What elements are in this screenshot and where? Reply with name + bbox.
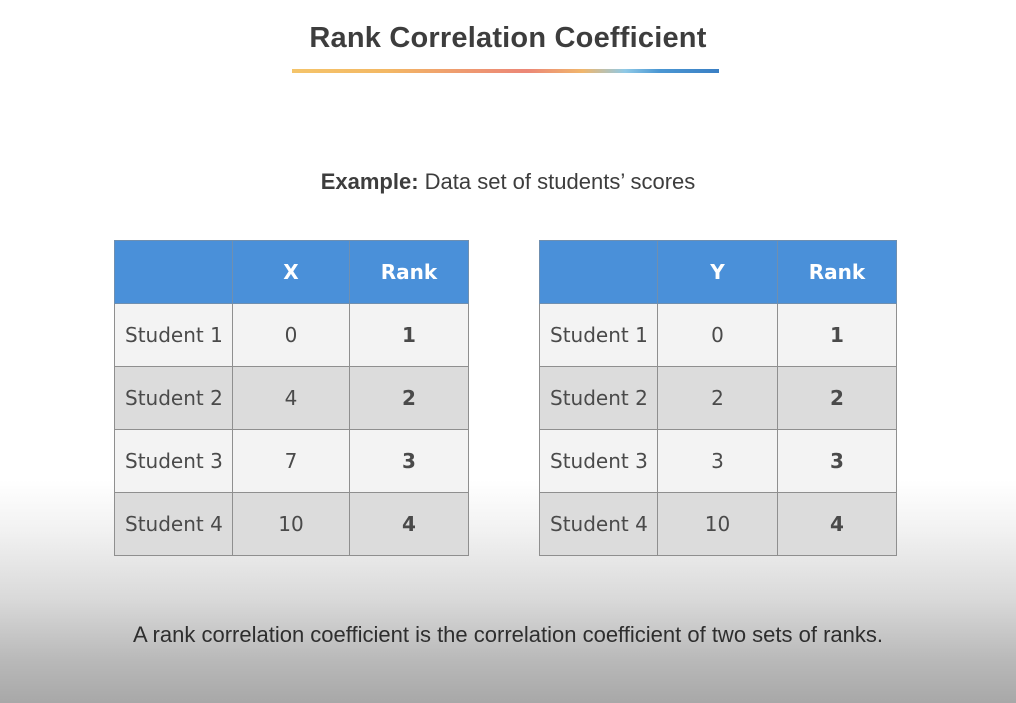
student-label: Student 4 bbox=[114, 492, 233, 556]
rank-value: 1 bbox=[777, 303, 897, 367]
definition-caption: A rank correlation coefficient is the co… bbox=[132, 622, 883, 647]
student-label: Student 1 bbox=[114, 303, 233, 367]
table-row: Student 2 2 2 bbox=[539, 366, 897, 430]
x-value: 7 bbox=[232, 429, 350, 493]
header-rank: Rank bbox=[349, 240, 469, 304]
student-label: Student 3 bbox=[539, 429, 658, 493]
example-subtitle: Example: Data set of students’ scores bbox=[0, 169, 1016, 195]
table-row: Student 2 4 2 bbox=[114, 366, 469, 430]
student-label: Student 3 bbox=[114, 429, 233, 493]
header-x: X bbox=[232, 240, 350, 304]
x-value: 10 bbox=[232, 492, 350, 556]
table-row: Student 3 7 3 bbox=[114, 429, 469, 493]
table-header-row: Y Rank bbox=[539, 240, 897, 304]
y-value: 0 bbox=[657, 303, 778, 367]
student-label: Student 4 bbox=[539, 492, 658, 556]
x-rank-table: X Rank Student 1 0 1 Student 2 4 2 Stude… bbox=[114, 240, 469, 556]
student-label: Student 2 bbox=[539, 366, 658, 430]
example-label: Example: bbox=[320, 169, 419, 194]
title-underline bbox=[292, 69, 719, 73]
x-value: 0 bbox=[232, 303, 350, 367]
table-header-row: X Rank bbox=[114, 240, 469, 304]
student-label: Student 2 bbox=[114, 366, 233, 430]
header-empty-cell bbox=[539, 240, 658, 304]
student-label: Student 1 bbox=[539, 303, 658, 367]
table-row: Student 1 0 1 bbox=[114, 303, 469, 367]
header-empty-cell bbox=[114, 240, 233, 304]
rank-value: 2 bbox=[777, 366, 897, 430]
table-row: Student 3 3 3 bbox=[539, 429, 897, 493]
y-value: 3 bbox=[657, 429, 778, 493]
table-row: Student 4 10 4 bbox=[539, 492, 897, 556]
table-row: Student 4 10 4 bbox=[114, 492, 469, 556]
rank-value: 4 bbox=[777, 492, 897, 556]
rank-value: 1 bbox=[349, 303, 469, 367]
header-rank: Rank bbox=[777, 240, 897, 304]
y-value: 10 bbox=[657, 492, 778, 556]
x-value: 4 bbox=[232, 366, 350, 430]
slide-title: Rank Correlation Coefficient bbox=[309, 22, 707, 54]
rank-value: 3 bbox=[777, 429, 897, 493]
table-row: Student 1 0 1 bbox=[539, 303, 897, 367]
rank-value: 3 bbox=[349, 429, 469, 493]
y-rank-table: Y Rank Student 1 0 1 Student 2 2 2 Stude… bbox=[539, 240, 897, 556]
header-y: Y bbox=[657, 240, 778, 304]
rank-value: 4 bbox=[349, 492, 469, 556]
rank-value: 2 bbox=[349, 366, 469, 430]
example-text: Data set of students’ scores bbox=[418, 169, 696, 194]
y-value: 2 bbox=[657, 366, 778, 430]
